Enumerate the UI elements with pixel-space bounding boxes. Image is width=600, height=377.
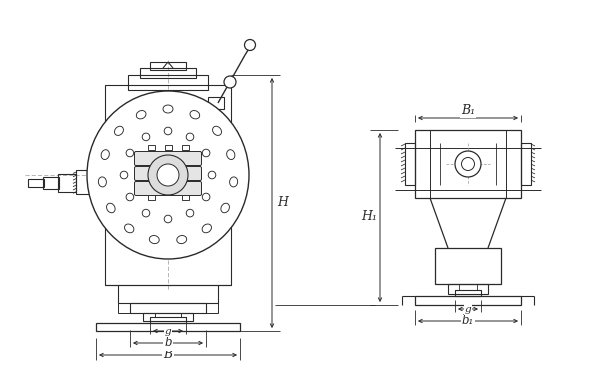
Bar (182, 195, 189, 200)
Ellipse shape (87, 91, 249, 259)
Circle shape (186, 133, 194, 141)
Bar (130, 303, 206, 313)
Bar (105, 85, 231, 285)
Text: b₁: b₁ (462, 314, 474, 328)
Circle shape (157, 164, 179, 186)
Ellipse shape (107, 203, 115, 213)
Text: B₁: B₁ (461, 104, 475, 116)
Circle shape (455, 151, 481, 177)
Circle shape (202, 149, 210, 157)
Ellipse shape (115, 126, 124, 135)
Ellipse shape (221, 203, 229, 213)
Circle shape (245, 40, 256, 51)
Bar (455, 290, 481, 296)
Bar (148, 195, 155, 200)
FancyBboxPatch shape (134, 152, 202, 166)
Ellipse shape (125, 224, 134, 233)
Circle shape (142, 209, 150, 217)
Bar (150, 62, 186, 70)
Circle shape (186, 209, 194, 217)
Circle shape (224, 76, 236, 88)
Bar (128, 75, 208, 90)
Circle shape (148, 155, 188, 195)
Bar (140, 68, 196, 78)
Ellipse shape (101, 150, 109, 159)
Circle shape (126, 193, 134, 201)
Circle shape (120, 171, 128, 179)
Bar (150, 317, 186, 323)
Bar (58, 174, 76, 192)
Ellipse shape (212, 126, 221, 135)
Bar (182, 145, 189, 150)
Bar (148, 145, 155, 150)
Ellipse shape (227, 150, 235, 159)
Circle shape (142, 133, 150, 141)
Bar (415, 296, 521, 305)
Bar (43, 177, 59, 189)
Circle shape (202, 193, 210, 201)
Bar (165, 145, 172, 150)
Bar (415, 130, 521, 198)
Ellipse shape (163, 105, 173, 113)
Bar (118, 285, 218, 303)
Bar (405, 143, 415, 185)
Ellipse shape (98, 177, 106, 187)
Bar (521, 143, 531, 185)
Text: b: b (164, 337, 172, 349)
Bar (28, 179, 44, 187)
Circle shape (208, 171, 216, 179)
Ellipse shape (177, 236, 187, 244)
FancyBboxPatch shape (134, 181, 202, 196)
Bar (435, 248, 501, 284)
Text: H: H (278, 196, 289, 210)
Bar (118, 303, 130, 313)
Ellipse shape (136, 110, 146, 119)
Bar (143, 313, 193, 321)
Text: B: B (163, 348, 173, 362)
Circle shape (126, 149, 134, 157)
Ellipse shape (230, 177, 238, 187)
Ellipse shape (202, 224, 211, 233)
Circle shape (164, 127, 172, 135)
Ellipse shape (190, 110, 200, 119)
Bar (206, 303, 218, 313)
FancyBboxPatch shape (134, 167, 202, 181)
Bar (76, 170, 105, 194)
Text: g: g (464, 305, 472, 314)
Circle shape (461, 158, 475, 170)
Circle shape (164, 215, 172, 223)
Text: g: g (164, 326, 172, 336)
Bar (96, 323, 240, 331)
Text: H₁: H₁ (361, 210, 377, 224)
Ellipse shape (149, 236, 159, 244)
Bar (448, 284, 488, 294)
Bar (208, 97, 224, 109)
